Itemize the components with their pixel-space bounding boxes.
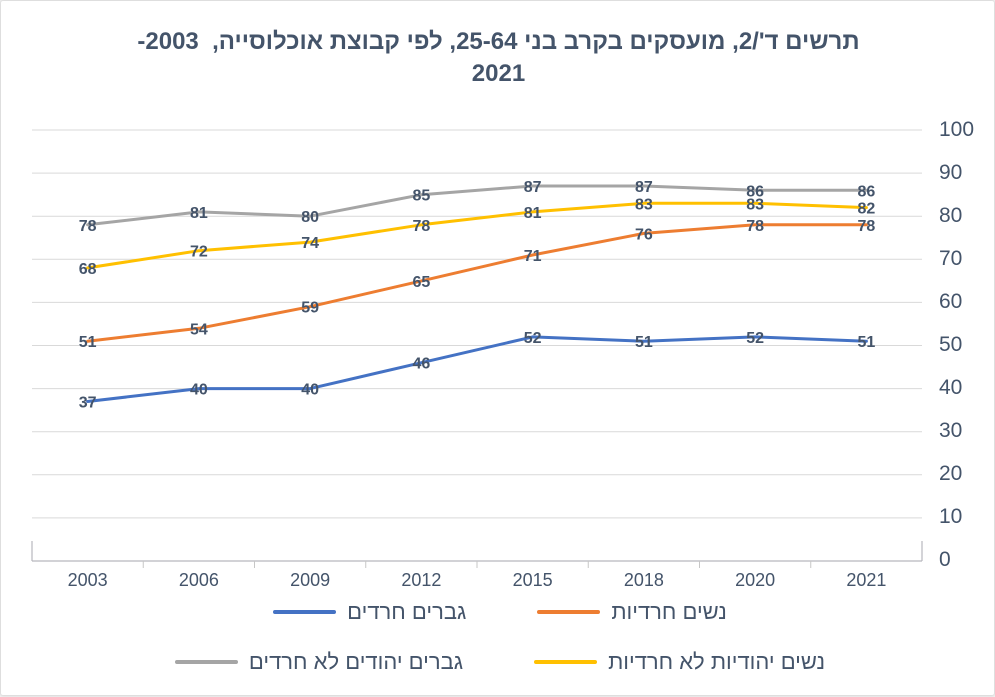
svg-text:40: 40 — [939, 376, 962, 399]
svg-text:72: 72 — [190, 244, 208, 261]
svg-text:90: 90 — [939, 161, 962, 184]
svg-text:81: 81 — [524, 205, 542, 222]
svg-text:78: 78 — [413, 218, 431, 235]
svg-text:74: 74 — [301, 235, 319, 252]
svg-text:50: 50 — [939, 333, 962, 356]
svg-text:71: 71 — [524, 248, 542, 265]
svg-text:80: 80 — [939, 204, 962, 227]
svg-text:2003: 2003 — [68, 570, 108, 590]
svg-text:2021: 2021 — [846, 570, 886, 590]
svg-text:51: 51 — [858, 334, 876, 351]
svg-text:83: 83 — [746, 196, 764, 213]
svg-text:30: 30 — [939, 419, 962, 442]
svg-text:70: 70 — [939, 247, 962, 270]
svg-text:2006: 2006 — [179, 570, 219, 590]
svg-text:86: 86 — [858, 183, 876, 200]
svg-text:100: 100 — [939, 118, 974, 141]
svg-text:2020: 2020 — [735, 570, 775, 590]
svg-text:20: 20 — [939, 462, 962, 485]
svg-text:10: 10 — [939, 505, 962, 528]
svg-text:46: 46 — [413, 356, 431, 373]
svg-text:68: 68 — [79, 261, 97, 278]
svg-text:52: 52 — [524, 330, 542, 347]
svg-text:83: 83 — [635, 196, 653, 213]
svg-text:80: 80 — [301, 209, 319, 226]
svg-text:2012: 2012 — [401, 570, 441, 590]
svg-text:60: 60 — [939, 290, 962, 313]
svg-text:2009: 2009 — [290, 570, 330, 590]
svg-text:51: 51 — [635, 334, 653, 351]
svg-text:2018: 2018 — [624, 570, 664, 590]
svg-text:59: 59 — [301, 300, 319, 317]
svg-text:81: 81 — [190, 205, 208, 222]
svg-text:82: 82 — [858, 201, 876, 218]
svg-text:87: 87 — [635, 179, 653, 196]
svg-text:54: 54 — [190, 321, 208, 338]
svg-text:0: 0 — [939, 548, 951, 571]
svg-text:40: 40 — [190, 382, 208, 399]
svg-text:65: 65 — [413, 274, 431, 291]
svg-text:78: 78 — [746, 218, 764, 235]
svg-text:51: 51 — [79, 334, 97, 351]
svg-text:85: 85 — [413, 188, 431, 205]
svg-text:78: 78 — [858, 218, 876, 235]
svg-text:2015: 2015 — [513, 570, 553, 590]
svg-text:78: 78 — [79, 218, 97, 235]
svg-text:76: 76 — [635, 226, 653, 243]
svg-text:52: 52 — [746, 330, 764, 347]
svg-text:87: 87 — [524, 179, 542, 196]
svg-text:40: 40 — [301, 382, 319, 399]
svg-text:37: 37 — [79, 395, 97, 412]
